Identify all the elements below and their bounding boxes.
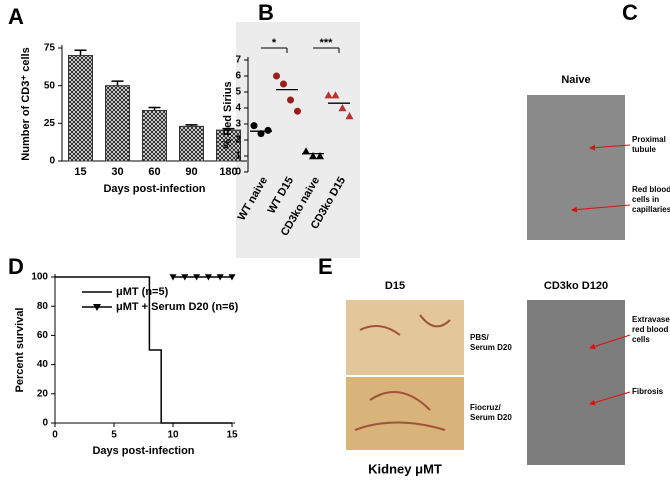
y-tick-label: 40 [37,359,49,370]
y-tick-label: 3 [235,119,241,130]
y-tick-label: 2 [235,135,241,146]
micrograph-pbs [346,300,464,375]
image-label: capillaries [632,205,670,214]
image-title: Naive [561,74,590,86]
image-label: cells in [632,195,659,204]
arrow [589,144,631,151]
marker [169,274,177,281]
point [331,91,340,99]
arrow [589,391,631,406]
image-label: Serum D20 [470,343,512,352]
point [316,152,324,160]
bar [105,85,130,162]
image-title: D15 [385,280,405,292]
image-label: red blood [632,325,669,334]
panel-b-background [236,22,360,258]
y-tick-label: 0 [49,156,55,167]
panel-label: E [318,254,333,279]
x-tick-label: 5 [111,430,117,441]
x-tick-label: 60 [148,166,160,178]
x-axis-label: Days post-infection [92,445,194,457]
bar [142,110,167,162]
y-tick-label: 60 [37,330,49,341]
panel-label: B [258,0,274,25]
y-tick-label: 100 [31,272,48,283]
point [294,107,301,115]
legend-label: μMT (n=5) [116,286,169,298]
y-tick-label: 1 [235,151,241,162]
significance-label: *** [320,37,334,49]
marker [193,274,201,281]
point [287,96,294,104]
micrograph-cd3ko [527,300,625,465]
marker [228,274,236,281]
point [257,130,265,138]
x-axis-label: Days post-infection [103,183,205,195]
point [309,152,317,160]
legend-label: μMT + Serum D20 (n=6) [116,301,239,313]
y-tick-label: 6 [235,71,241,82]
point [338,104,347,112]
point [324,91,333,99]
micrograph-fiocruz [346,377,464,450]
image-label: PBS/ [470,333,489,342]
y-tick-label: 75 [44,43,56,54]
image-label: Extravased [632,315,670,324]
y-tick-label: 20 [37,388,49,399]
point [250,122,258,130]
y-tick-label: 7 [235,55,241,66]
image-title: CD3ko D120 [544,280,608,292]
point [345,112,354,120]
x-tick-label: 180 [219,166,237,178]
y-tick-label: 0 [42,418,48,429]
bar [216,129,241,162]
panel-label: C [622,0,638,25]
y-axis-label: % Red Sirius [222,81,234,148]
y-tick-label: 4 [235,103,241,114]
arrow [571,204,631,213]
point [273,72,280,80]
significance-label: * [272,37,277,49]
x-tick-label: 30 [111,166,123,178]
y-tick-label: 50 [44,80,56,91]
tissue-texture [354,314,451,431]
marker [216,274,224,281]
image-label: cells [632,335,650,344]
image-label: tubule [632,145,657,154]
bar [68,55,93,162]
y-axis-label: Number of CD3⁺ cells [20,47,32,160]
image-label: Fiocruz/ [470,403,501,412]
marker [181,274,189,281]
image-caption: Kidney μMT [368,461,442,476]
legend-marker [93,304,101,311]
image-label: Fibrosis [632,387,664,396]
point [280,80,287,88]
x-tick-label: 0 [52,430,58,441]
y-axis-label: Percent survival [14,308,26,393]
x-tick-label: 15 [226,430,238,441]
series-line [55,276,232,424]
image-label: Proximal [632,135,666,144]
x-tick-label: 10 [167,430,179,441]
y-tick-label: 25 [44,118,56,129]
image-label: Red blood [632,185,670,194]
point [264,126,272,134]
micrograph-naive [527,95,625,240]
marker [204,274,212,281]
y-tick-label: 5 [235,87,241,98]
panel-label: A [8,4,24,29]
y-tick-label: 0 [235,167,241,178]
bar [179,125,204,162]
panel-label: D [8,254,24,279]
image-label: Serum D20 [470,413,512,422]
y-tick-label: 80 [37,301,49,312]
point [302,147,310,155]
x-tick-label: 15 [74,166,86,178]
arrow [589,334,631,350]
x-tick-label: 90 [185,166,197,178]
